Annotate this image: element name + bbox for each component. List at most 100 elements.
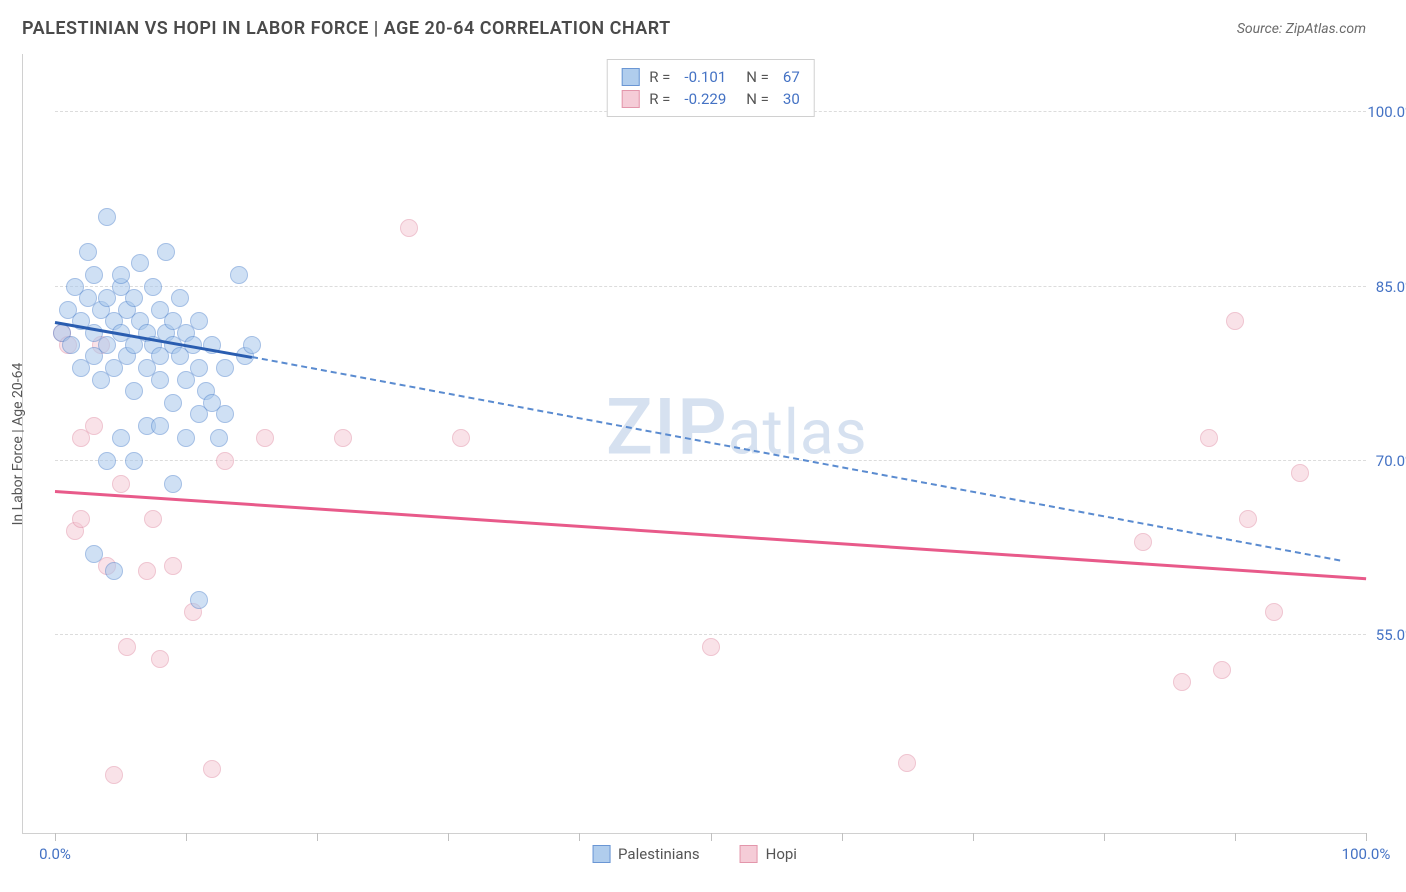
data-point-palestinians — [112, 429, 130, 447]
data-point-hopi — [334, 429, 352, 447]
y-axis-label: In Labor Force | Age 20-64 — [10, 362, 26, 525]
x-tick — [973, 833, 974, 841]
data-point-palestinians — [190, 591, 208, 609]
data-point-hopi — [452, 429, 470, 447]
x-tick — [711, 833, 712, 841]
x-tick — [842, 833, 843, 841]
data-point-palestinians — [190, 359, 208, 377]
swatch-hopi — [740, 845, 758, 863]
swatch-palestinians — [592, 845, 610, 863]
data-point-palestinians — [216, 359, 234, 377]
data-point-palestinians — [98, 452, 116, 470]
data-point-hopi — [216, 452, 234, 470]
stat-label: R = — [649, 68, 670, 86]
data-point-hopi — [1226, 312, 1244, 330]
data-point-palestinians — [62, 336, 80, 354]
x-tick — [186, 833, 187, 841]
gridline — [55, 634, 1366, 635]
x-tick — [579, 833, 580, 841]
data-point-palestinians — [151, 417, 169, 435]
x-tick — [1366, 833, 1367, 841]
chart-title: PALESTINIAN VS HOPI IN LABOR FORCE | AGE… — [22, 18, 671, 39]
data-point-palestinians — [151, 371, 169, 389]
data-point-palestinians — [164, 475, 182, 493]
data-point-hopi — [203, 760, 221, 778]
y-tick-label: 70.0% — [1376, 452, 1406, 470]
source-attribution: Source: ZipAtlas.com — [1237, 21, 1366, 37]
stats-row-palestinians: R = -0.101 N = 67 — [621, 66, 800, 88]
trend-line — [55, 490, 1366, 580]
x-tick — [1104, 833, 1105, 841]
x-tick-label: 100.0% — [1342, 845, 1391, 863]
r-value-palestinians: -0.101 — [684, 68, 726, 86]
data-point-palestinians — [216, 405, 234, 423]
y-tick-label: 85.0% — [1376, 278, 1406, 296]
stat-label: N = — [746, 90, 769, 108]
data-point-palestinians — [125, 289, 143, 307]
stat-label: R = — [649, 90, 670, 108]
r-value-hopi: -0.229 — [684, 90, 726, 108]
data-point-hopi — [112, 475, 130, 493]
legend-label: Palestinians — [618, 845, 700, 863]
y-tick-label: 100.0% — [1367, 103, 1406, 121]
plot-area: ZIPatlas R = -0.101 N = 67 R = -0.229 N … — [55, 54, 1366, 833]
data-point-palestinians — [125, 452, 143, 470]
data-point-palestinians — [144, 278, 162, 296]
n-value-hopi: 30 — [783, 90, 800, 108]
data-point-palestinians — [112, 266, 130, 284]
data-point-palestinians — [79, 243, 97, 261]
data-point-palestinians — [177, 429, 195, 447]
data-point-hopi — [1134, 533, 1152, 551]
data-point-palestinians — [105, 562, 123, 580]
bottom-legend: Palestinians Hopi — [592, 845, 797, 863]
data-point-palestinians — [157, 243, 175, 261]
n-value-palestinians: 67 — [783, 68, 800, 86]
data-point-palestinians — [85, 266, 103, 284]
data-point-palestinians — [230, 266, 248, 284]
swatch-palestinians — [621, 68, 639, 86]
stat-label: N = — [746, 68, 769, 86]
chart-container: In Labor Force | Age 20-64 ZIPatlas R = … — [22, 54, 1366, 834]
swatch-hopi — [621, 90, 639, 108]
legend-label: Hopi — [766, 845, 797, 863]
data-point-hopi — [118, 638, 136, 656]
data-point-hopi — [85, 417, 103, 435]
data-point-hopi — [702, 638, 720, 656]
data-point-hopi — [144, 510, 162, 528]
data-point-hopi — [164, 557, 182, 575]
data-point-hopi — [151, 650, 169, 668]
data-point-palestinians — [164, 394, 182, 412]
data-point-palestinians — [210, 429, 228, 447]
data-point-palestinians — [171, 289, 189, 307]
x-tick — [317, 833, 318, 841]
data-point-hopi — [1239, 510, 1257, 528]
x-tick — [55, 833, 56, 841]
data-point-hopi — [1213, 661, 1231, 679]
data-point-hopi — [105, 766, 123, 784]
data-point-hopi — [1173, 673, 1191, 691]
x-tick — [448, 833, 449, 841]
data-point-hopi — [138, 562, 156, 580]
data-point-palestinians — [243, 336, 261, 354]
data-point-palestinians — [98, 208, 116, 226]
legend-item-hopi: Hopi — [740, 845, 797, 863]
data-point-palestinians — [85, 545, 103, 563]
legend-item-palestinians: Palestinians — [592, 845, 700, 863]
x-tick-label: 0.0% — [39, 845, 71, 863]
gridline — [55, 460, 1366, 461]
data-point-hopi — [400, 219, 418, 237]
y-tick-label: 55.0% — [1376, 626, 1406, 644]
stats-row-hopi: R = -0.229 N = 30 — [621, 88, 800, 110]
data-point-hopi — [1291, 464, 1309, 482]
gridline — [55, 286, 1366, 287]
data-point-hopi — [1200, 429, 1218, 447]
chart-header: PALESTINIAN VS HOPI IN LABOR FORCE | AGE… — [0, 0, 1406, 49]
data-point-hopi — [898, 754, 916, 772]
data-point-palestinians — [125, 382, 143, 400]
data-point-hopi — [256, 429, 274, 447]
data-point-hopi — [72, 510, 90, 528]
data-point-palestinians — [131, 254, 149, 272]
data-point-palestinians — [190, 312, 208, 330]
x-tick — [1235, 833, 1236, 841]
data-point-hopi — [1265, 603, 1283, 621]
